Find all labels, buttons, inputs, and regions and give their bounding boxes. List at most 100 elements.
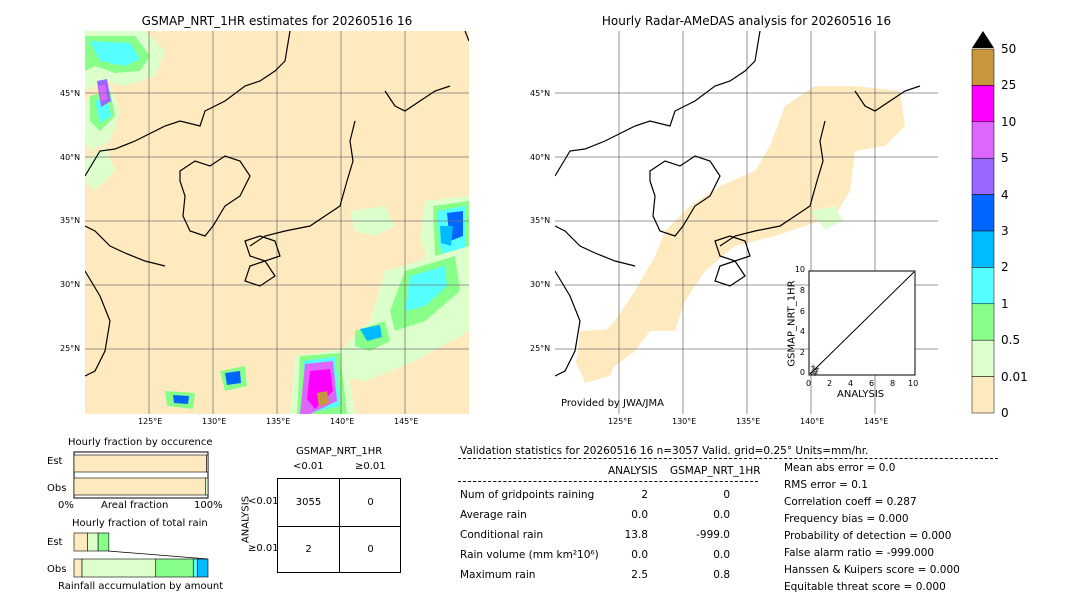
colorbar-label-4: 4 (1001, 187, 1009, 202)
validation-score: False alarm ratio = -999.000 (784, 547, 935, 559)
validation-row-label: Num of gridpoints raining (460, 489, 595, 501)
colorbar-label-1: 25 (1001, 78, 1017, 93)
right-lon-125: 125°E (608, 417, 633, 426)
validation-score: Correlation coeff = 0.287 (784, 496, 917, 508)
right-lat-45: 45°N (530, 89, 551, 98)
contingency-row-ge: ≥0.01 (248, 543, 279, 554)
colorbar-segment-6 (971, 267, 995, 305)
left-lon-130: 130°E (202, 417, 227, 426)
right-lon-145: 145°E (864, 417, 889, 426)
right-map-title: Hourly Radar-AMeDAS analysis for 2026051… (601, 14, 892, 28)
left-lon-145: 145°E (394, 417, 419, 426)
left-lon-125: 125°E (138, 417, 163, 426)
colorbar-segment-2 (971, 121, 995, 159)
radar-credit: Provided by JWA/JMA (561, 398, 664, 409)
left-map (85, 31, 469, 414)
left-lat-40: 40°N (60, 153, 81, 162)
validation-score: RMS error = 0.1 (784, 479, 868, 491)
total-rain-bar-est-1 (87, 532, 99, 552)
inset-scatter: ++++++ (808, 270, 916, 376)
scatter-point-2: + (813, 368, 819, 376)
contingency-cell-00: 3055 (295, 497, 322, 508)
occurrence-bar-est-1 (206, 454, 209, 473)
scatter-point-3: + (810, 363, 816, 371)
colorbar (971, 31, 995, 414)
left-lon-140: 140°E (330, 417, 355, 426)
colorbar-segment-8 (971, 339, 995, 377)
colorbar-extend-arrow (972, 31, 994, 48)
validation-row-label: Maximum rain (460, 569, 536, 581)
left-map-coastline (85, 31, 469, 377)
colorbar-label-5: 3 (1001, 224, 1009, 238)
validation-score: Equitable threat score = 0.000 (784, 581, 946, 593)
inset-y-tick-10: 10 (794, 265, 805, 274)
total-rain-caption: Rainfall accumulation by amount (58, 581, 224, 592)
validation-row-gsmap: 0 (723, 489, 730, 501)
occurrence-bars (73, 451, 209, 499)
validation-row-gsmap: -999.0 (696, 529, 730, 541)
contingency-cell-11: 0 (367, 544, 374, 555)
right-lat-40: 40°N (530, 153, 551, 162)
scatter-point-0: + (809, 369, 815, 376)
validation-row-analysis: 2.5 (631, 569, 648, 581)
scatter-point-4: + (814, 365, 820, 373)
inset-x-tick-2: 2 (827, 379, 833, 388)
left-lat-25: 25°N (60, 344, 81, 353)
validation-col-analysis: ANALYSIS (608, 465, 658, 477)
occurrence-bar-obs-1 (205, 477, 209, 496)
right-lon-130: 130°E (672, 417, 697, 426)
left-map-grid (85, 31, 469, 414)
colorbar-segment-1 (971, 85, 995, 123)
total-rain-bar-obs-0 (73, 558, 83, 578)
colorbar-label-8: 0.5 (1001, 333, 1021, 348)
occurrence-title: Hourly fraction by occurence (68, 437, 213, 448)
validation-row-analysis: 0.0 (631, 549, 648, 561)
scatter-point-5: + (812, 370, 818, 376)
occurrence-axis-right: 100% (194, 500, 223, 511)
colorbar-segment-0 (971, 48, 995, 86)
contingency-title: GSMAP_NRT_1HR (296, 446, 383, 457)
inset-x-tick-4: 4 (848, 379, 854, 388)
inset-x-tick-6: 6 (869, 379, 875, 388)
validation-row-label: Average rain (460, 509, 527, 521)
validation-score: Frequency bias = 0.000 (784, 513, 909, 525)
contingency-cell-10: 2 (305, 544, 312, 555)
validation-header: Validation statistics for 20260516 16 n=… (460, 445, 869, 457)
colorbar-segment-7 (971, 303, 995, 341)
total-rain-connector (107, 550, 209, 560)
colorbar-label-3: 5 (1001, 151, 1009, 166)
left-lon-135: 135°E (266, 417, 291, 426)
occurrence-bar-obs-0 (73, 477, 206, 496)
inset-y-tick-4: 4 (799, 327, 805, 336)
inset-y-tick-2: 2 (799, 348, 805, 357)
left-map-title: GSMAP_NRT_1HR estimates for 20260516 16 (141, 14, 413, 28)
validation-row-label: Conditional rain (460, 529, 544, 541)
validation-row-analysis: 2 (641, 489, 648, 501)
validation-score: Mean abs error = 0.0 (784, 462, 896, 474)
left-lat-30: 30°N (60, 280, 81, 289)
occurrence-bar-est-0 (73, 454, 207, 473)
validation-col-gsmap: GSMAP_NRT_1HR (670, 465, 761, 477)
total-rain-bar-obs-4 (196, 558, 209, 578)
total-rain-bar-obs-3 (192, 558, 198, 578)
inset-ylabel: GSMAP_NRT_1HR (786, 280, 798, 367)
validation-score: Probability of detection = 0.000 (784, 530, 952, 542)
validation-row-gsmap: 0.0 (713, 549, 730, 561)
left-lat-35: 35°N (60, 216, 81, 225)
occurrence-axis-left: 0% (58, 500, 74, 511)
total-rain-bars (73, 532, 209, 578)
total-rain-row-est: Est (47, 537, 63, 548)
total-rain-bar-est-0 (73, 532, 88, 552)
right-lat-35: 35°N (530, 216, 551, 225)
left-map-rain-patches (85, 31, 469, 414)
colorbar-segment-5 (971, 230, 995, 268)
contingency-col-lt: <0.01 (293, 461, 324, 472)
inset-y-tick-8: 8 (799, 286, 805, 295)
inset-x-tick-10: 10 (908, 379, 919, 388)
left-lat-45: 45°N (60, 89, 81, 98)
occurrence-row-obs: Obs (47, 483, 67, 494)
colorbar-label-10: 0 (1001, 406, 1009, 420)
validation-row-label: Rain volume (mm km²10⁶) (460, 549, 599, 561)
inset-x-tick-8: 8 (890, 379, 896, 388)
inset-points: ++++++ (809, 363, 820, 376)
